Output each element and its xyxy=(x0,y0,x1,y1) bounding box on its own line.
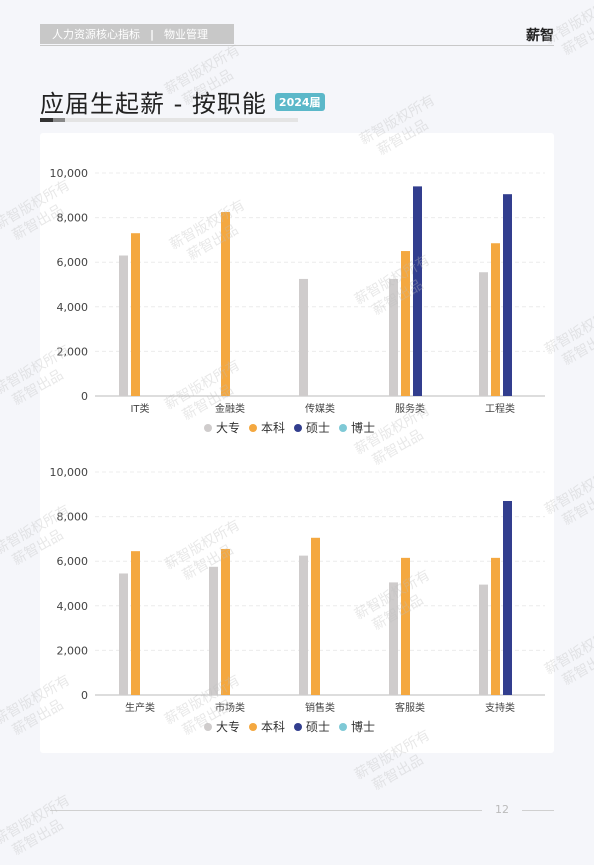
header-tag: 人力资源核心指标 | 物业管理 xyxy=(40,24,234,44)
x-tick-label: 传媒类 xyxy=(305,402,335,415)
page-number: 12 xyxy=(495,803,509,816)
x-tick-label: IT类 xyxy=(130,402,149,415)
bar xyxy=(503,194,512,396)
legend-label: 硕士 xyxy=(306,720,330,734)
y-tick-label: 0 xyxy=(81,689,88,702)
bar xyxy=(413,186,422,396)
header-separator: | xyxy=(150,27,155,41)
legend-label: 本科 xyxy=(261,720,285,734)
legend-marker xyxy=(294,723,302,731)
legend-label: 博士 xyxy=(351,719,375,734)
y-tick-label: 0 xyxy=(81,390,88,403)
bar xyxy=(131,551,140,695)
watermark-line2: 薪智出品 xyxy=(559,326,594,369)
y-tick-label: 8,000 xyxy=(57,511,89,524)
x-tick-label: 服务类 xyxy=(395,402,425,415)
y-tick-label: 8,000 xyxy=(57,212,89,225)
title-underline-dark xyxy=(40,118,53,122)
legend-label: 大专 xyxy=(216,719,240,734)
legend-label: 本科 xyxy=(261,421,285,435)
legend-marker xyxy=(204,723,212,731)
bar xyxy=(119,573,128,695)
legend-marker xyxy=(249,723,257,731)
bar xyxy=(299,278,308,396)
legend-marker xyxy=(294,424,302,432)
bar xyxy=(131,233,140,396)
legend-marker xyxy=(339,723,347,731)
legend-label: 大专 xyxy=(216,420,240,435)
header-rule xyxy=(40,45,554,46)
x-tick-label: 金融类 xyxy=(215,402,245,415)
watermark-line1: 薪智版权所有 xyxy=(0,792,73,849)
legend-label: 博士 xyxy=(351,420,375,435)
bar xyxy=(389,582,398,695)
footer-rule-left xyxy=(50,810,482,811)
x-tick-label: 客服类 xyxy=(395,701,425,714)
bar xyxy=(209,566,218,695)
bar xyxy=(479,272,488,396)
title-underline xyxy=(40,118,298,122)
bar xyxy=(491,557,500,695)
y-tick-label: 2,000 xyxy=(57,644,89,657)
bar xyxy=(221,212,230,396)
y-tick-label: 6,000 xyxy=(57,555,89,568)
page-title: 应届生起薪 - 按职能 xyxy=(40,90,267,118)
title-block: 应届生起薪 - 按职能 2024届 xyxy=(40,84,325,119)
watermark-line2: 薪智出品 xyxy=(559,16,594,59)
title-underline-mid xyxy=(53,118,65,122)
bar xyxy=(401,251,410,396)
watermark-line2: 薪智出品 xyxy=(559,486,594,529)
bar xyxy=(119,255,128,396)
legend-marker xyxy=(339,424,347,432)
bar xyxy=(401,557,410,695)
chart-top: 0 2,000 4,000 6,000 8,000 10,000 IT类 金融类 传媒类 服务类 工… xyxy=(50,167,545,435)
x-tick-label: 支持类 xyxy=(485,701,515,714)
legend-marker xyxy=(249,424,257,432)
bar xyxy=(503,500,512,695)
footer-rule-right xyxy=(522,810,554,811)
legend-label: 硕士 xyxy=(306,421,330,435)
x-tick-label: 销售类 xyxy=(305,701,335,714)
header-category: 人力资源核心指标 xyxy=(52,28,140,41)
watermark-line2: 薪智出品 xyxy=(9,816,67,859)
year-badge: 2024届 xyxy=(274,92,325,111)
watermark-text: 薪智版权所有 薪智出品 xyxy=(0,791,82,864)
bar xyxy=(389,278,398,396)
brand-name: 薪智 xyxy=(526,28,554,44)
watermark-line2: 薪智出品 xyxy=(559,646,594,689)
bar xyxy=(479,584,488,695)
bar xyxy=(311,537,320,695)
header-section: 物业管理 xyxy=(164,28,209,41)
bar xyxy=(221,548,230,695)
chart-bottom: 0 2,000 4,000 6,000 8,000 10,000 生产类 市场类 销售类 客服类 支… xyxy=(50,466,545,734)
y-tick-label: 4,000 xyxy=(57,600,89,613)
legend-marker xyxy=(204,424,212,432)
x-tick-label: 生产类 xyxy=(125,701,155,714)
x-tick-label: 市场类 xyxy=(215,701,245,714)
y-tick-label: 6,000 xyxy=(57,256,89,269)
x-tick-label: 工程类 xyxy=(485,402,515,415)
y-tick-label: 4,000 xyxy=(57,301,89,314)
bar xyxy=(299,555,308,695)
chart-card: 0 2,000 4,000 6,000 8,000 10,000 IT类 金融类 传媒类 服务类 工… xyxy=(40,133,554,753)
y-tick-label: 2,000 xyxy=(57,345,89,358)
y-tick-label: 10,000 xyxy=(50,466,89,479)
y-tick-label: 10,000 xyxy=(50,167,89,180)
bar xyxy=(491,243,500,396)
